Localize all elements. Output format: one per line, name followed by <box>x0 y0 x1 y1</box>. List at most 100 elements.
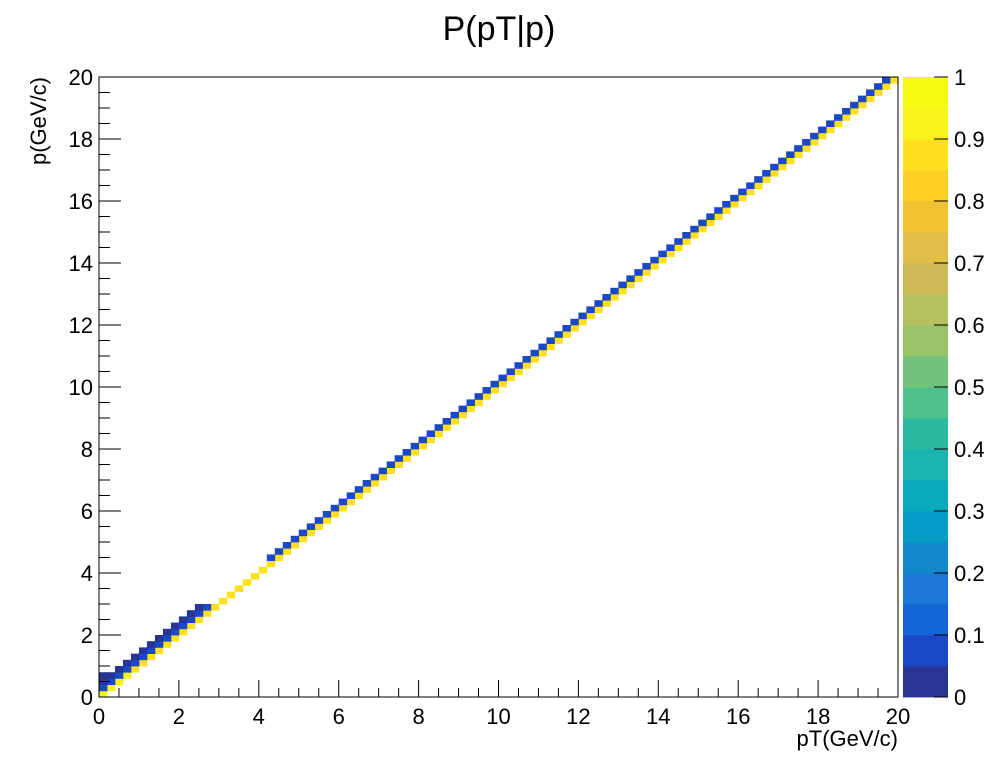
heatmap-cell <box>162 641 172 648</box>
heatmap-cell <box>594 300 603 307</box>
heatmap-cell <box>106 678 116 685</box>
heatmap-cell <box>682 232 691 239</box>
heatmap-cell <box>178 622 188 630</box>
heatmap-cell <box>194 616 204 623</box>
heatmap-cell <box>722 201 731 208</box>
heatmap-cell <box>890 77 899 84</box>
heatmap-cell <box>154 641 164 648</box>
colorbar-segment <box>903 418 948 450</box>
heatmap-cell <box>170 628 180 636</box>
y-tick-label: 8 <box>81 437 93 462</box>
heatmap-cell <box>442 418 451 425</box>
heatmap-cell <box>562 325 571 332</box>
y-tick-label: 12 <box>69 313 93 338</box>
heatmap-cell <box>682 238 691 245</box>
heatmap-cell <box>578 318 587 326</box>
heatmap-cell <box>602 294 611 301</box>
x-tick-label: 2 <box>173 704 185 729</box>
heatmap-cell <box>386 461 396 468</box>
heatmap-cell <box>410 442 419 450</box>
x-tick-label: 6 <box>333 704 345 729</box>
heatmap-cell <box>498 374 507 382</box>
heatmap-cell <box>554 337 563 344</box>
heatmap-cell <box>482 393 491 400</box>
colorbar-segment <box>903 356 948 388</box>
colorbar-segment <box>903 201 948 233</box>
heatmap-cell <box>490 387 499 394</box>
heatmap-cell <box>866 89 875 96</box>
heatmap-cell <box>762 170 771 177</box>
colorbar-segment <box>903 511 948 543</box>
heatmap-cell <box>690 225 699 233</box>
colorbar-tick-label: 0.9 <box>954 127 985 152</box>
heatmap-cell <box>546 337 555 344</box>
colorbar-tick-label: 0.2 <box>954 561 985 586</box>
heatmap-cell <box>162 628 172 636</box>
heatmap-cell <box>122 666 132 673</box>
heatmap-cell <box>882 77 891 84</box>
heatmap-cell <box>858 95 867 103</box>
colorbar-tick-label: 0.6 <box>954 313 985 338</box>
y-tick-label: 10 <box>69 375 93 400</box>
heatmap-cell <box>882 83 891 90</box>
heatmap-cell <box>122 672 132 679</box>
heatmap-cell <box>810 139 819 146</box>
heatmap-cell <box>138 659 148 667</box>
colorbar-segment <box>903 294 948 326</box>
x-tick-label: 16 <box>726 704 750 729</box>
heatmap-cell <box>362 480 372 487</box>
heatmap-cell <box>218 597 228 605</box>
heatmap-cell <box>130 653 140 661</box>
heatmap-cell <box>538 349 547 357</box>
heatmap-cell <box>162 635 172 642</box>
heatmap-cell <box>418 436 427 444</box>
heatmap-cell <box>818 126 827 134</box>
heatmap-cell <box>146 641 156 648</box>
heatmap-cell <box>346 498 356 506</box>
colorbar-tick-label: 0.7 <box>954 251 985 276</box>
x-tick-label: 4 <box>253 704 265 729</box>
heatmap-cell <box>426 436 435 444</box>
colorbar-segment <box>903 139 948 171</box>
heatmap-cell <box>186 616 196 623</box>
heatmap-cell <box>842 114 851 121</box>
heatmap-cell <box>338 504 348 512</box>
y-tick-label: 4 <box>81 561 93 586</box>
heatmap-cell <box>314 523 324 530</box>
heatmap-cell <box>562 331 571 338</box>
heatmap-cell <box>266 554 276 561</box>
heatmap-cell <box>290 542 300 549</box>
heatmap-cell <box>506 368 515 375</box>
heatmap-cell <box>178 616 188 623</box>
heatmap-cell <box>570 318 579 326</box>
heatmap-cell <box>450 411 459 419</box>
colorbar-segment <box>903 573 948 605</box>
heatmap-cell <box>114 666 124 673</box>
heatmap-cell <box>258 566 268 574</box>
heatmap-cell <box>650 263 659 270</box>
colorbar-tick-label: 1 <box>954 65 966 90</box>
heatmap-cell <box>826 120 835 127</box>
heatmap-cell <box>370 480 380 487</box>
heatmap-cell <box>194 604 204 611</box>
y-tick-label: 20 <box>69 65 93 90</box>
heatmap-cell <box>362 486 372 493</box>
colorbar-segment <box>903 170 948 202</box>
colorbar-segment <box>903 77 948 109</box>
heatmap-cell <box>322 517 332 524</box>
heatmap-cell <box>242 579 252 586</box>
heatmap-cell <box>850 101 859 109</box>
heatmap-cell <box>866 95 875 103</box>
heatmap-cell <box>754 182 763 189</box>
heatmap-cell <box>490 380 499 388</box>
heatmap-cell <box>346 492 356 499</box>
heatmap-cell <box>786 151 795 158</box>
colorbar-tick-label: 0.1 <box>954 623 985 648</box>
heatmap-cell <box>410 449 419 456</box>
x-axis-label: pT(GeV/c) <box>797 726 898 751</box>
heatmap-cell <box>658 256 667 264</box>
heatmap-cell <box>610 294 619 301</box>
heatmap-cells <box>99 77 899 698</box>
